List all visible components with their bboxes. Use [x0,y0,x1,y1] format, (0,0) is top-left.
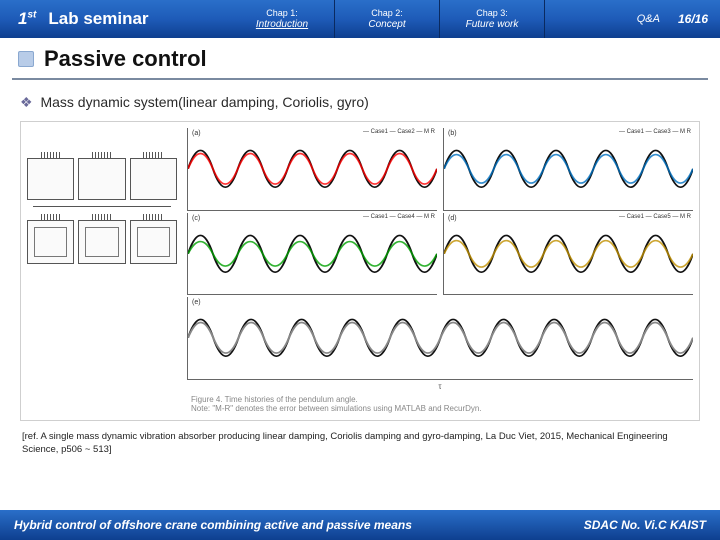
chap1-label: Introduction [256,19,308,30]
caption-line2: Note: "M-R" denotes the error between si… [191,404,693,414]
chap1-title: Chap 1: [266,8,298,18]
header-left: 1st Lab seminar [0,9,220,29]
chap2-label: Concept [368,19,405,30]
chap3-title: Chap 3: [476,8,508,18]
figure-caption: Figure 4. Time histories of the pendulum… [187,393,693,414]
chap2-title: Chap 2: [371,8,403,18]
absorber-box [130,220,177,264]
subheading-text: Mass dynamic system(linear damping, Cori… [40,94,368,110]
ordinal-suffix: st [27,9,36,20]
content: ❖ Mass dynamic system(linear damping, Co… [0,80,720,421]
section-bullet-icon [18,51,34,67]
section-title: Passive control [44,46,207,72]
mass-box [78,158,125,200]
plot-c: (c) — Case1 — Case4 — M R [187,213,437,296]
qna-label[interactable]: Q&A [637,13,660,25]
mass-box [130,158,177,200]
section-header: Passive control [0,38,720,76]
footer-bar: Hybrid control of offshore crane combini… [0,510,720,540]
footer-title: Hybrid control of offshore crane combini… [14,518,412,532]
schema-row2 [27,220,177,264]
plot-a: (a) — Case1 — Case2 — M R [187,128,437,211]
mass-box [27,158,74,200]
absorber-box [27,220,74,264]
caption-line1: Figure 4. Time histories of the pendulum… [191,395,693,405]
tab-chap2[interactable]: Chap 2: Concept [335,0,440,38]
link-line [33,206,171,214]
absorber-box [78,220,125,264]
ordinal: 1st [18,9,36,29]
figure-area: (a) — Case1 — Case2 — M R (b) — Case1 — … [20,121,700,421]
plots-grid: (a) — Case1 — Case2 — M R (b) — Case1 — … [187,128,693,414]
plot-d: (d) — Case1 — Case5 — M R [443,213,693,296]
schematic-diagram [27,128,177,414]
schema-row1 [27,158,177,200]
chapter-tabs: Chap 1: Introduction Chap 2: Concept Cha… [230,0,545,38]
plot-b: (b) — Case1 — Case3 — M R [443,128,693,211]
page-number: 16/16 [678,12,708,26]
reference-text: [ref. A single mass dynamic vibration ab… [0,421,720,457]
chap3-label: Future work [466,19,519,30]
footer-affiliation: SDAC No. Vi.C KAIST [584,518,706,532]
diamond-icon: ❖ [20,94,33,110]
plot-e: (e) [187,297,693,380]
header-right: Q&A 16/16 [637,0,720,38]
seminar-label: Lab seminar [48,9,148,29]
top-bar: 1st Lab seminar Chap 1: Introduction Cha… [0,0,720,38]
tab-chap3[interactable]: Chap 3: Future work [440,0,545,38]
x-axis-label: τ [187,382,693,391]
tab-chap1[interactable]: Chap 1: Introduction [230,0,335,38]
subheading: ❖ Mass dynamic system(linear damping, Co… [20,94,700,111]
